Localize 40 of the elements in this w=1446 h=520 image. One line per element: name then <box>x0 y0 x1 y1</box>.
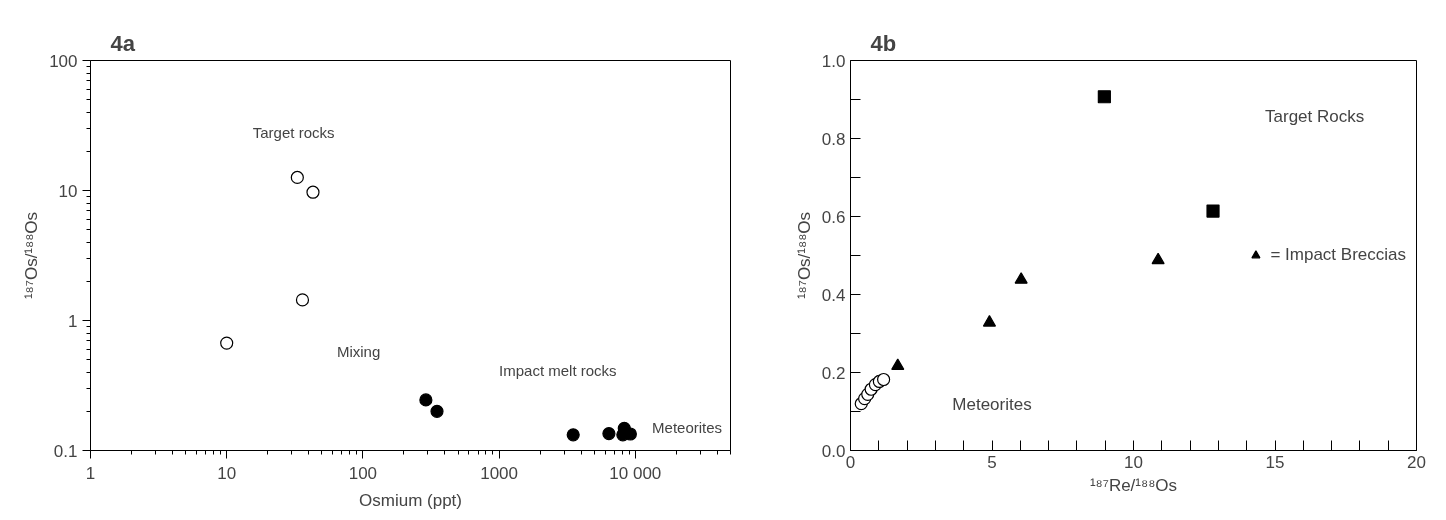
y-tick-label: 1 <box>68 311 78 331</box>
annotation: Target Rocks <box>1265 107 1365 127</box>
point <box>1014 272 1028 284</box>
legend-label: = Impact Breccias <box>1270 245 1406 265</box>
x-tick-label: 15 <box>1265 452 1285 472</box>
x-tick-label: 1 <box>85 463 96 483</box>
x-tick-label: 100 <box>348 463 378 483</box>
x-tick-label: 10 <box>1124 452 1143 472</box>
y-tick-label: 1.0 <box>821 51 846 71</box>
x-tick-label: 0 <box>845 452 856 472</box>
chart-title: 4b <box>870 30 897 56</box>
y-tick-label: 0.0 <box>821 441 846 461</box>
point <box>1151 252 1165 265</box>
x-tick-label: 1000 <box>480 463 519 483</box>
x-tick-label: 10 000 <box>609 463 662 483</box>
annotation: Meteorites <box>952 394 1032 414</box>
x-tick-label: 10 <box>217 463 237 483</box>
point <box>877 372 891 387</box>
annotation: Meteorites <box>652 419 723 437</box>
y-axis-title: ¹⁸⁷Os/¹⁸⁸Os <box>22 211 42 300</box>
y-tick-label: 100 <box>49 51 78 71</box>
y-tick-label: 0.2 <box>821 363 846 383</box>
annotation: Impact melt rocks <box>499 362 617 380</box>
annotation: Mixing <box>336 342 381 360</box>
y-tick-label: 0.1 <box>53 441 78 461</box>
point <box>1206 204 1220 218</box>
point <box>891 358 905 370</box>
y-tick-label: 0.8 <box>821 129 846 149</box>
y-axis-title: ¹⁸⁷Os/¹⁸⁸Os <box>794 211 814 300</box>
x-tick-label: 5 <box>987 452 997 472</box>
y-tick-label: 0.4 <box>821 285 846 305</box>
annotation: Target rocks <box>252 123 335 141</box>
x-axis-title: Osmium (ppt) <box>359 490 462 510</box>
x-tick-label: 20 <box>1407 452 1426 472</box>
y-tick-label: 0.6 <box>821 207 846 227</box>
x-axis-title: ¹⁸⁷Re/¹⁸⁸Os <box>1089 475 1178 495</box>
point <box>1097 90 1111 104</box>
point <box>982 315 997 327</box>
chart-title: 4a <box>110 30 136 56</box>
y-tick-label: 10 <box>58 181 78 201</box>
